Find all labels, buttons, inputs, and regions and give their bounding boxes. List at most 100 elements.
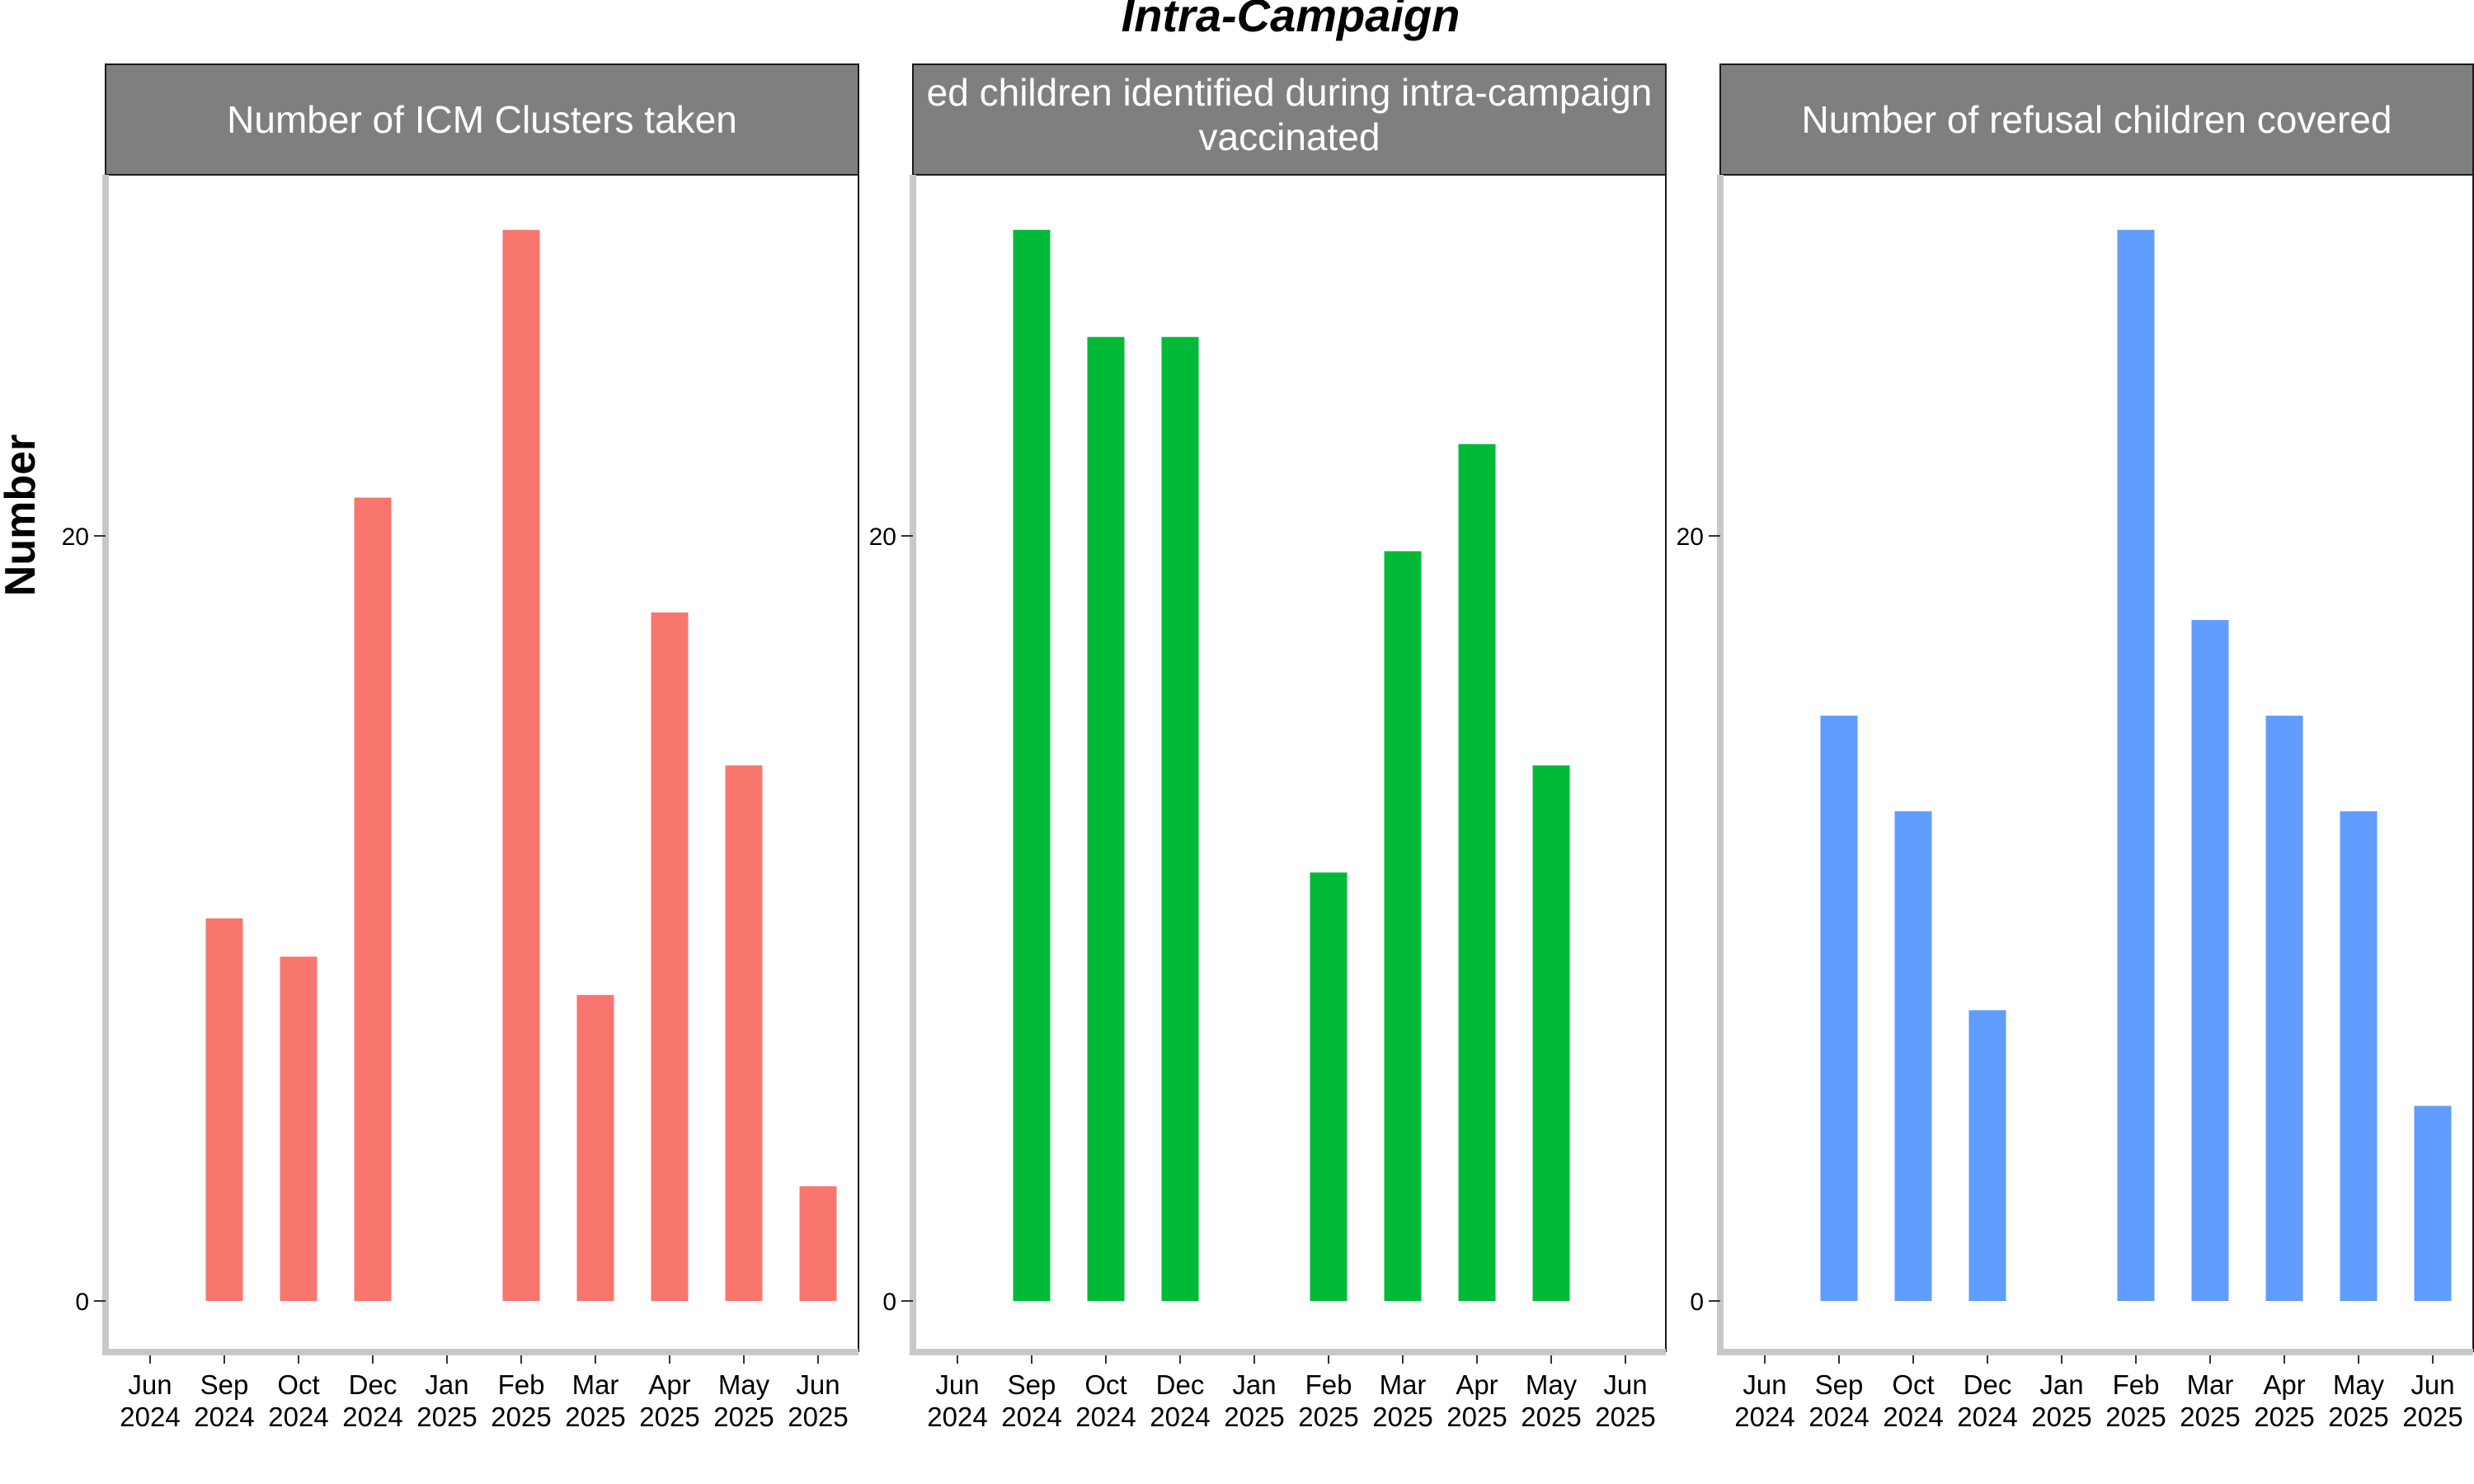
x-tick-label: 2025 (713, 1402, 774, 1432)
x-tick-label: 2024 (1075, 1402, 1136, 1432)
x-tick-label: May (1526, 1369, 1578, 1400)
x-tick-label: Jan (2039, 1369, 2083, 1400)
panel-3: Number of refusal children covered 0 20 Jun… (1677, 63, 2474, 1432)
x-tick-label: Jun (128, 1369, 172, 1400)
panel-title: Number of refusal children covered (1802, 98, 2392, 141)
y-axis-label: Number (0, 434, 45, 596)
x-tick-label: Mar (2187, 1369, 2234, 1400)
x-tick-label: Jun (1743, 1369, 1786, 1400)
bar (576, 994, 614, 1301)
bar (205, 918, 243, 1301)
x-tick-label: Jun (2411, 1369, 2454, 1400)
panel-2: ed children identified during intra-camp… (869, 63, 1667, 1432)
panel-title: ed children identified during intra-camp… (927, 71, 1653, 114)
x-tick-label: 2024 (194, 1402, 254, 1432)
bar (2265, 716, 2303, 1301)
bar (1532, 765, 1570, 1301)
x-tick-label: 2025 (639, 1402, 699, 1432)
x-tick-label: 2025 (1446, 1402, 1507, 1432)
bar (725, 765, 763, 1301)
x-tick-label: 2025 (1298, 1402, 1358, 1432)
bar (280, 956, 317, 1301)
x-tick-label: Jun (935, 1369, 979, 1400)
x-tick-label: 2025 (565, 1402, 625, 1432)
bar (651, 612, 689, 1301)
y-tick-label: 0 (75, 1289, 89, 1316)
x-tick-label: 2024 (1150, 1402, 1210, 1432)
x-tick-label: Apr (1456, 1369, 1498, 1400)
x-tick-label: 2024 (1957, 1402, 2017, 1432)
x-tick-label: 2025 (2254, 1402, 2314, 1432)
x-tick-label: Oct (277, 1369, 319, 1400)
bar (1087, 336, 1125, 1302)
y-tick-label: 20 (869, 524, 896, 551)
x-tick-label: 2025 (1372, 1402, 1432, 1432)
bar (1384, 551, 1422, 1301)
x-tick-label: 2025 (416, 1402, 477, 1432)
chart-title: Intra-Campaign (1122, 0, 1460, 41)
x-tick-label: 2024 (1883, 1402, 1943, 1432)
x-tick-label: Feb (1305, 1369, 1352, 1400)
panel-strip (105, 63, 859, 176)
x-tick-label: 2024 (1001, 1402, 1061, 1432)
x-tick-label: 2025 (1595, 1402, 1655, 1432)
x-tick-label: Apr (648, 1369, 690, 1400)
x-tick-label: 2024 (268, 1402, 328, 1432)
panel-1: Number of ICM Clusters taken020Jun2024Se… (62, 63, 859, 1432)
x-tick-label: 2025 (2402, 1402, 2462, 1432)
panel-title: vaccinated (1199, 115, 1380, 158)
x-tick-label: 2025 (1224, 1402, 1284, 1432)
x-tick-label: Dec (349, 1369, 397, 1400)
x-tick-label: 2024 (342, 1402, 402, 1432)
x-tick-label: Dec (1156, 1369, 1205, 1400)
x-tick-label: Sep (200, 1369, 249, 1400)
x-tick-label: 2024 (1808, 1402, 1869, 1432)
bar (799, 1186, 837, 1301)
bar (2117, 229, 2155, 1301)
x-tick-label: May (718, 1369, 770, 1400)
x-tick-label: Dec (1964, 1369, 2012, 1400)
x-tick-label: Sep (1008, 1369, 1056, 1400)
panel-title: Number of ICM Clusters taken (227, 98, 737, 141)
x-tick-label: Jun (1603, 1369, 1647, 1400)
bar (2340, 811, 2378, 1301)
x-tick-label: Oct (1892, 1369, 1934, 1400)
bar (1161, 336, 1199, 1302)
x-tick-label: Apr (2263, 1369, 2305, 1400)
x-tick-label: Feb (498, 1369, 545, 1400)
bar (502, 229, 540, 1301)
x-tick-label: 2024 (927, 1402, 987, 1432)
bar (1820, 716, 1858, 1301)
x-tick-label: Feb (2113, 1369, 2160, 1400)
x-tick-label: 2025 (788, 1402, 848, 1432)
x-tick-label: 2025 (491, 1402, 551, 1432)
y-tick-label: 0 (882, 1289, 896, 1316)
bar (1458, 444, 1496, 1301)
bar (2414, 1106, 2452, 1301)
x-tick-label: 2025 (2328, 1402, 2388, 1432)
bar (2191, 620, 2229, 1301)
x-tick-label: Jan (1232, 1369, 1276, 1400)
x-tick-label: Mar (1380, 1369, 1427, 1400)
y-tick-label: 20 (1677, 524, 1704, 551)
x-tick-label: Jan (425, 1369, 468, 1400)
x-tick-label: Jun (796, 1369, 840, 1400)
y-tick-label: 20 (62, 524, 89, 551)
y-tick-label: 0 (1690, 1289, 1704, 1316)
bar (1310, 872, 1348, 1301)
x-tick-label: 2024 (120, 1402, 180, 1432)
x-tick-label: 2025 (2031, 1402, 2091, 1432)
bar (354, 497, 392, 1301)
facet-panels: Number of ICM Clusters taken020Jun2024Se… (62, 63, 2474, 1432)
x-tick-label: 2024 (1734, 1402, 1794, 1432)
bar (1894, 811, 1932, 1301)
x-tick-label: 2025 (2180, 1402, 2240, 1432)
bar (1013, 229, 1051, 1301)
x-tick-label: Mar (572, 1369, 619, 1400)
x-tick-label: Sep (1815, 1369, 1864, 1400)
x-tick-label: 2025 (2105, 1402, 2166, 1432)
x-tick-label: Oct (1084, 1369, 1126, 1400)
x-tick-label: May (2333, 1369, 2385, 1400)
bar (1968, 1010, 2006, 1301)
